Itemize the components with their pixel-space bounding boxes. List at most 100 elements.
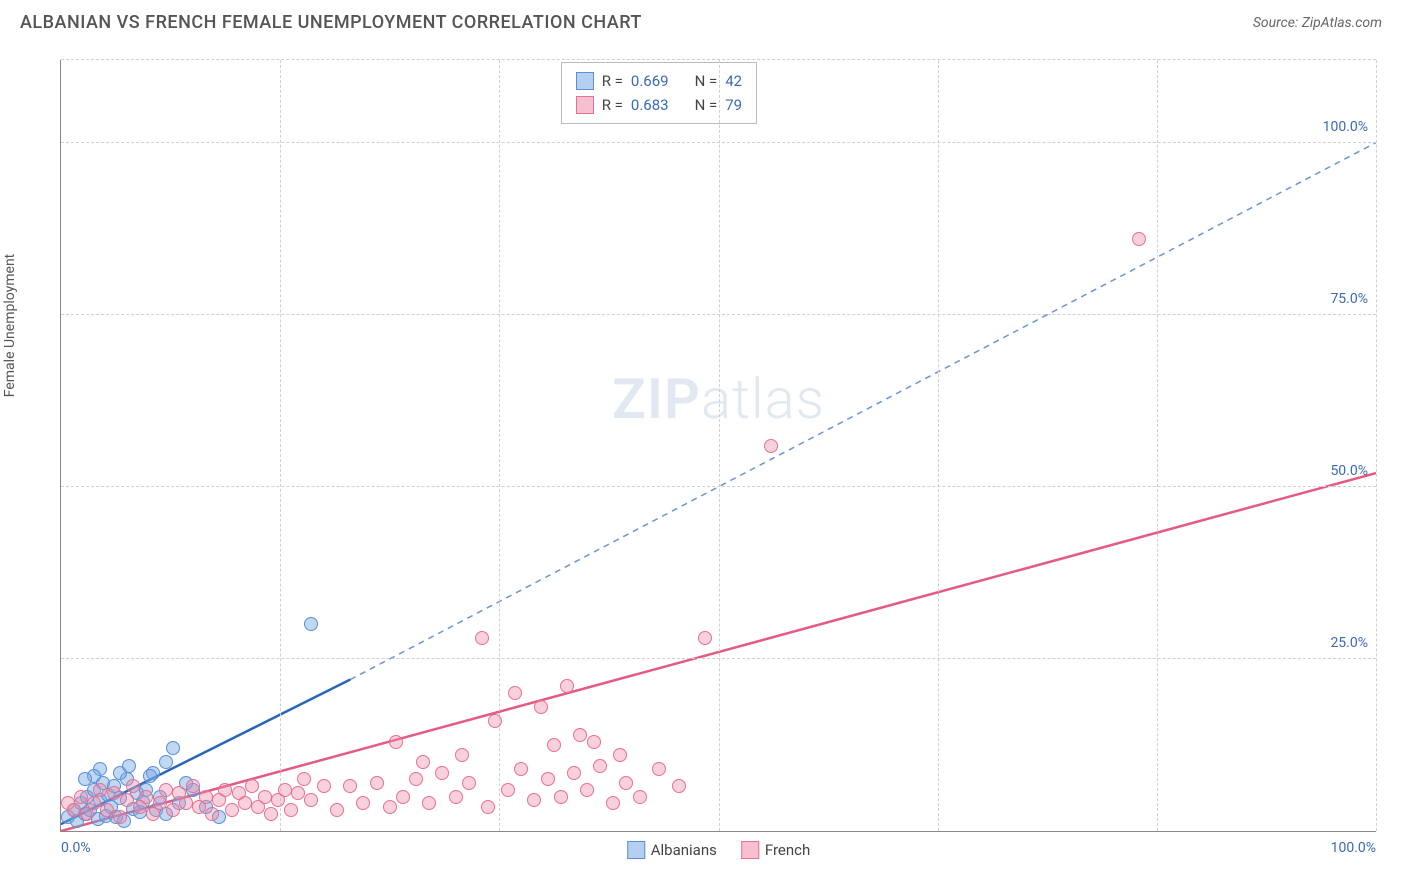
scatter-point [580,783,594,797]
scatter-point [245,779,259,793]
scatter-point [74,790,88,804]
scatter-point [166,741,180,755]
r-value: 0.683 [631,93,669,117]
legend-label: Albanians [651,841,717,859]
scatter-point [1132,232,1146,246]
scatter-point [356,796,370,810]
legend-swatch [741,841,759,859]
scatter-point [534,700,548,714]
scatter-point [501,783,515,797]
scatter-point [652,762,666,776]
scatter-point [573,728,587,742]
scatter-point [455,748,469,762]
scatter-point [278,783,292,797]
scatter-point [396,790,410,804]
scatter-point [264,807,278,821]
scatter-point [541,772,555,786]
y-tick-label: 25.0% [1330,635,1368,651]
n-value: 79 [725,93,742,117]
scatter-point [291,786,305,800]
legend: Albanians French [627,841,811,859]
scatter-point [139,790,153,804]
scatter-point [475,631,489,645]
scatter-point [449,790,463,804]
gridline-vertical [1376,60,1377,831]
r-label: R = [602,69,623,93]
y-tick-label: 50.0% [1330,463,1368,479]
scatter-point [593,759,607,773]
scatter-point [126,779,140,793]
n-value: 42 [725,69,742,93]
legend-item: Albanians [627,841,717,859]
watermark-zip: ZIP [612,366,701,432]
stats-swatch [576,96,594,114]
scatter-point [462,776,476,790]
scatter-point [416,755,430,769]
plot-area: ZIPatlas R =0.669N =42R =0.683N =79 Alba… [60,60,1376,832]
scatter-point [560,679,574,693]
scatter-point [488,714,502,728]
scatter-point [67,803,81,817]
y-tick-label: 75.0% [1330,291,1368,307]
legend-swatch [627,841,645,859]
scatter-point [218,783,232,797]
scatter-point [238,796,252,810]
scatter-point [409,772,423,786]
scatter-point [120,793,134,807]
scatter-point [698,631,712,645]
gridline-vertical [1157,60,1158,831]
n-label: N = [695,93,718,117]
scatter-point [205,807,219,821]
scatter-point [508,686,522,700]
gridline-vertical [280,60,281,831]
scatter-point [78,772,92,786]
scatter-point [93,783,107,797]
chart-container: Female Unemployment ZIPatlas R =0.669N =… [20,50,1386,872]
scatter-point [199,790,213,804]
scatter-point [547,738,561,752]
x-tick-min: 0.0% [61,840,91,856]
scatter-point [186,779,200,793]
scatter-point [297,772,311,786]
scatter-point [587,735,601,749]
scatter-point [122,759,136,773]
source-attribution: Source: ZipAtlas.com [1253,15,1382,31]
x-tick-max: 100.0% [1331,840,1376,856]
scatter-point [225,803,239,817]
chart-title: ALBANIAN VS FRENCH FEMALE UNEMPLOYMENT C… [20,12,642,33]
stats-row: R = 0.683 N = 79 [576,93,742,117]
legend-label: French [765,841,810,859]
scatter-point [284,803,298,817]
scatter-point [481,800,495,814]
n-label: N = [695,69,718,93]
scatter-point [179,796,193,810]
gridline-vertical [719,60,720,831]
scatter-point [87,796,101,810]
scatter-point [159,783,173,797]
scatter-point [633,790,647,804]
scatter-point [567,766,581,780]
scatter-point [672,779,686,793]
stats-box: R =0.669N =42R =0.683N =79 [561,62,757,124]
scatter-point [606,796,620,810]
scatter-point [330,803,344,817]
stats-row: R =0.669N =42 [576,69,742,93]
r-label: R = [602,93,623,117]
scatter-point [100,803,114,817]
scatter-point [383,800,397,814]
scatter-point [143,769,157,783]
scatter-point [153,796,167,810]
scatter-point [527,793,541,807]
scatter-point [304,617,318,631]
scatter-point [107,786,121,800]
scatter-point [166,803,180,817]
legend-item: French [741,841,810,859]
scatter-point [159,755,173,769]
scatter-point [370,776,384,790]
source-name: ZipAtlas.com [1302,15,1382,31]
y-tick-label: 100.0% [1323,119,1368,135]
scatter-point [343,779,357,793]
source-label: Source: [1253,15,1302,31]
scatter-point [764,439,778,453]
scatter-point [613,748,627,762]
